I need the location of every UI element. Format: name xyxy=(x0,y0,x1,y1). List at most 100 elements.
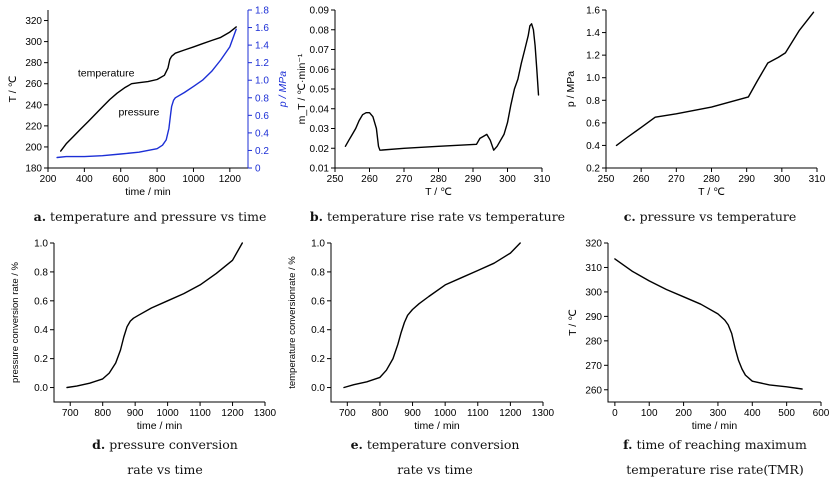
x-tick-label-b: 280 xyxy=(430,174,447,185)
x-tick-label-a: 200 xyxy=(40,174,57,185)
x-tick-label-c: 280 xyxy=(703,174,720,185)
x-axis-label-b: T / ℃ xyxy=(425,186,452,198)
x-tick-label-a: 1000 xyxy=(182,174,205,185)
x-tick-label-f: 600 xyxy=(813,408,830,419)
series-line-c xyxy=(615,11,815,147)
series-line-e xyxy=(343,242,521,389)
x-tick-label-c: 290 xyxy=(738,174,755,185)
y-tick-label-d: 0.8 xyxy=(34,267,48,278)
x-tick-label-f: 500 xyxy=(778,408,795,419)
y-tick-label-b: 0.07 xyxy=(310,45,330,56)
chart-panel-b: 250 260 270 280 290 300 310 0.01 0.02 0.03 0.04 0.0… xyxy=(296,6,551,199)
axes-c xyxy=(605,10,817,169)
y2-axis-label-a: p / MPa xyxy=(277,71,289,108)
series-line-d xyxy=(66,242,243,389)
x-tick-label-d: 1100 xyxy=(189,408,211,419)
y-tick-label-e: 0.4 xyxy=(311,325,325,336)
y-tick-label-b: 0.09 xyxy=(310,6,330,17)
x-tick-label-f: 100 xyxy=(641,408,658,419)
x-axis-label-c: T / ℃ xyxy=(698,186,725,198)
y2-tick-label-a: 0.6 xyxy=(255,111,269,122)
y-tick-label-b: 0.03 xyxy=(310,124,330,135)
y-tick-label-a: 320 xyxy=(25,16,42,27)
y-tick-label-c: 0.8 xyxy=(586,96,600,107)
x-axis-label-d: time / min xyxy=(137,420,183,432)
caption-e-text: temperature conversion xyxy=(366,437,520,452)
y-tick-label-d: 0.0 xyxy=(34,383,48,394)
caption-e-label: e. xyxy=(350,437,363,452)
x-axis-label-e: time / min xyxy=(414,420,460,432)
y2-tick-label-a: 1.4 xyxy=(255,41,269,52)
y-tick-label-b: 0.06 xyxy=(310,65,330,76)
y-tick-label-f: 290 xyxy=(585,312,602,323)
x-tick-label-e: 700 xyxy=(339,408,356,419)
y-tick-label-a: 240 xyxy=(25,100,42,111)
x-tick-label-d: 1200 xyxy=(221,408,244,419)
x-tick-label-a: 400 xyxy=(76,174,93,185)
y-axis-label-f: T / ℃ xyxy=(567,309,579,336)
x-tick-label-e: 1000 xyxy=(434,408,457,419)
axes-d xyxy=(53,243,265,403)
x-tick-label-d: 900 xyxy=(127,408,144,419)
x-tick-label-d: 1000 xyxy=(156,408,179,419)
x-tick-label-b: 310 xyxy=(534,174,551,185)
caption-c: c. pressure vs temperature xyxy=(585,208,835,225)
caption-f: f. time of reaching maximum temperature … xyxy=(595,436,835,478)
y-tick-label-e: 0.2 xyxy=(311,354,325,365)
x-tick-label-e: 1200 xyxy=(499,408,522,419)
caption-a-label: a. xyxy=(33,209,47,224)
x-tick-label-f: 0 xyxy=(612,408,618,419)
y-tick-label-f: 310 xyxy=(585,263,602,274)
x-tick-label-d: 1300 xyxy=(254,408,277,419)
y-tick-label-e: 0.0 xyxy=(311,383,325,394)
x-tick-label-b: 260 xyxy=(361,174,378,185)
y-tick-label-d: 0.4 xyxy=(34,325,48,336)
chart-panel-f: 0 100 200 300 400 500 600 260 270 280 290 300 310 320… xyxy=(567,239,830,433)
y-tick-label-c: 1.2 xyxy=(586,51,600,62)
y-tick-label-e: 0.6 xyxy=(311,296,325,307)
y-tick-label-f: 300 xyxy=(585,287,602,298)
y-tick-label-c: 1.6 xyxy=(586,6,600,17)
x-tick-label-f: 200 xyxy=(675,408,692,419)
caption-b-text: temperature rise rate vs temperature xyxy=(326,209,566,224)
y-tick-label-a: 280 xyxy=(25,58,42,69)
x-tick-label-b: 250 xyxy=(327,174,344,185)
y-tick-label-f: 260 xyxy=(585,385,602,396)
y2-tick-label-a: 0.2 xyxy=(255,146,269,157)
annotation-temperature: temperature xyxy=(78,67,135,79)
chart-panel-e: 700 800 900 1000 1100 1200 1300 0.0 0.2 0.4 0.6 0.8… xyxy=(287,239,555,433)
x-tick-label-e: 1300 xyxy=(532,408,555,419)
series-line-b xyxy=(344,23,540,151)
x-tick-label-c: 300 xyxy=(773,174,790,185)
y-tick-label-b: 0.01 xyxy=(310,164,330,175)
x-tick-label-a: 1200 xyxy=(219,174,242,185)
caption-a: a. temperature and pressure vs time xyxy=(10,208,290,225)
x-tick-label-c: 250 xyxy=(598,174,615,185)
y2-tick-label-a: 1.8 xyxy=(255,6,269,17)
y-tick-label-a: 300 xyxy=(25,37,42,48)
y2-tick-label-a: 1.2 xyxy=(255,58,269,69)
x-tick-label-e: 800 xyxy=(372,408,389,419)
axes-f xyxy=(607,243,821,403)
y2-tick-label-a: 1.0 xyxy=(255,76,269,87)
x-tick-label-c: 270 xyxy=(668,174,685,185)
x-tick-label-b: 290 xyxy=(465,174,482,185)
caption-d: d. pressure conversion rate vs time xyxy=(40,436,290,478)
axes-b xyxy=(334,10,542,169)
y-tick-label-d: 0.6 xyxy=(34,296,48,307)
x-tick-label-d: 800 xyxy=(94,408,111,419)
x-tick-label-c: 260 xyxy=(633,174,650,185)
y-tick-label-c: 1.0 xyxy=(586,73,600,84)
y-tick-label-c: 0.6 xyxy=(586,118,600,129)
axes-e xyxy=(330,243,543,403)
y-tick-label-e: 0.8 xyxy=(311,267,325,278)
y2-tick-label-a: 0 xyxy=(255,164,261,175)
y-tick-label-d: 1.0 xyxy=(34,239,48,250)
y-tick-label-c: 0.4 xyxy=(586,141,600,152)
chart-panel-c: 250 260 270 280 290 300 310 0.2 0.4 0.6 0.8 1.0 1.2 1… xyxy=(565,6,826,199)
x-tick-label-b: 270 xyxy=(396,174,413,185)
caption-b-label: b. xyxy=(309,209,323,224)
y-tick-label-a: 260 xyxy=(25,79,42,90)
y-tick-label-f: 280 xyxy=(585,336,602,347)
